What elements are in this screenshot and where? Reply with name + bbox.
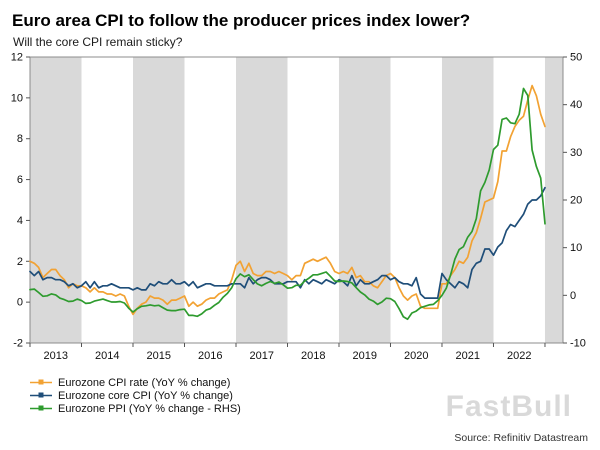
right-axis-tick-label: 50	[570, 52, 582, 64]
right-axis-tick-label: 10	[570, 242, 582, 254]
left-axis-tick-label: 10	[11, 93, 23, 105]
left-axis-tick-label: 6	[17, 174, 23, 186]
right-axis-tick-label: 40	[570, 99, 582, 111]
year-shading-band	[338, 57, 391, 344]
year-shading-band	[544, 57, 563, 344]
page-title: Euro area CPI to follow the producer pri…	[12, 11, 471, 30]
x-axis-year-label: 2014	[95, 350, 119, 362]
legend-item-core-cpi: Eurozone core CPI (YoY % change)	[30, 389, 600, 402]
left-axis-tick-label: 0	[17, 297, 23, 309]
x-axis-year-label: 2021	[455, 350, 479, 362]
year-shading-band	[441, 57, 494, 344]
x-axis-year-label: 2013	[44, 350, 68, 362]
x-axis-year-label: 2015	[147, 350, 171, 362]
year-shading-band	[132, 57, 185, 344]
cpi-ppi-line-chart: -2 0 2 4 6 8 10 12 -10 0 10 20 30 40 50 2013 2014 2015 201…	[11, 52, 586, 363]
x-axis-year-label: 2016	[198, 350, 222, 362]
legend-item-ppi: Eurozone PPI (YoY % change - RHS)	[30, 402, 600, 415]
left-axis-tick-label: -2	[13, 338, 23, 350]
series-line-0	[29, 84, 546, 316]
right-axis-tick-label: 30	[570, 147, 582, 159]
left-axis-tick-label: 12	[11, 52, 23, 64]
left-axis-tick-label: 2	[17, 256, 23, 268]
legend-label-ppi: Eurozone PPI (YoY % change - RHS)	[58, 402, 241, 415]
legend-label-core-cpi: Eurozone core CPI (YoY % change)	[58, 389, 233, 402]
left-axis-tick-label: 4	[17, 215, 23, 227]
left-axis-tick-label: 8	[17, 133, 23, 145]
series-line-1	[29, 187, 546, 300]
chart-legend: Eurozone CPI rate (YoY % change) Eurozon…	[0, 376, 600, 415]
page-subtitle: Will the core CPI remain sticky?	[13, 35, 183, 50]
cpi-rate-line-swatch-icon	[30, 379, 52, 385]
x-axis-year-label: 2018	[301, 350, 325, 362]
right-axis-tick-label: 20	[570, 195, 582, 207]
ppi-line-swatch-icon	[30, 405, 52, 411]
core-cpi-line-swatch-icon	[30, 392, 52, 398]
x-axis-year-label: 2017	[249, 350, 273, 362]
right-axis-tick-label: 0	[570, 290, 576, 302]
source-credit: Source: Refinitiv Datastream	[454, 432, 588, 444]
legend-label-cpi-rate: Eurozone CPI rate (YoY % change)	[58, 376, 231, 389]
year-shading-band	[235, 57, 288, 344]
right-axis-tick-label: -10	[570, 338, 586, 350]
x-axis-year-label: 2019	[352, 350, 376, 362]
x-axis-year-label: 2020	[404, 350, 428, 362]
series-line-2	[29, 87, 546, 321]
fastbull-watermark: FastBull	[445, 390, 572, 423]
x-axis-year-label: 2022	[507, 350, 531, 362]
legend-item-cpi-rate: Eurozone CPI rate (YoY % change)	[30, 376, 600, 389]
